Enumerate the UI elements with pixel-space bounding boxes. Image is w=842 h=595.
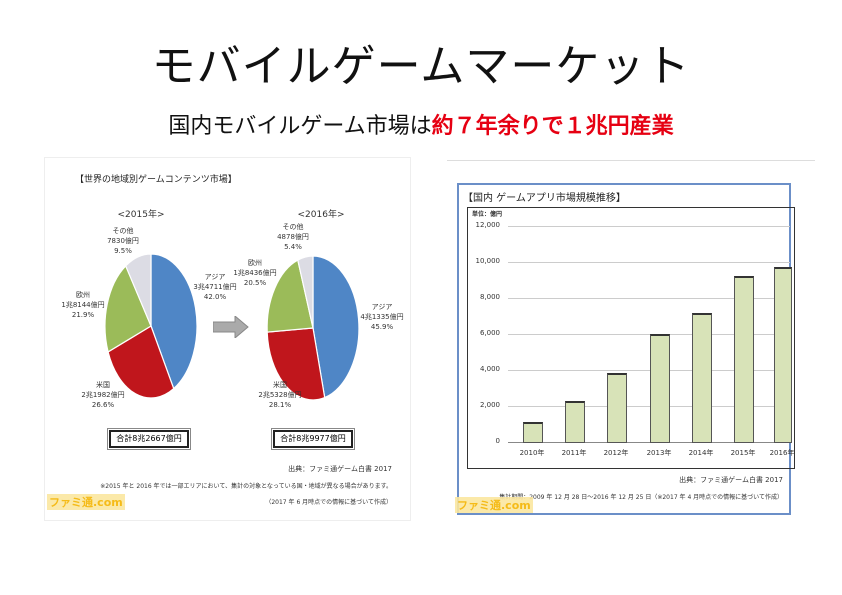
pie-2015-asia-label: アジア 3兆4711億円 42.0% <box>193 273 237 301</box>
y-tick-6000: 6,000 <box>479 329 500 337</box>
pie-2016-europe-label: 欧州 1兆8436億円 20.5% <box>233 259 277 287</box>
bar-2015 <box>734 276 754 443</box>
bar-2010 <box>523 422 543 443</box>
pie-2016-slice-asia <box>312 255 360 399</box>
pie-2016-asia-label: アジア 4兆1335億円 45.9% <box>360 303 404 331</box>
bar-chart-unit: 単位：億円 <box>472 211 503 218</box>
x-tick-2012: 2012年 <box>603 449 629 457</box>
bar-chart-plot: 単位：億円 12,000 10,000 8,000 6,000 4,000 2,… <box>467 207 795 469</box>
pie-2015-slice-usa <box>107 325 175 399</box>
pie-2016-usa-label: 米国 2兆5328億円 28.1% <box>258 381 302 409</box>
pie-2015-label: <2015年> <box>117 210 165 220</box>
x-tick-2014: 2014年 <box>688 449 714 457</box>
pie-2016-label: <2016年> <box>297 210 345 220</box>
y-tick-10000: 10,000 <box>475 257 501 265</box>
bar-2016 <box>774 267 792 443</box>
bar-chart-frame: 【国内 ゲームアプリ市場規模推移】 単位：億円 12,000 10,000 8,… <box>455 183 795 515</box>
domestic-app-market-figure: 【国内 ゲームアプリ市場規模推移】 単位：億円 12,000 10,000 8,… <box>447 160 815 523</box>
y-tick-0: 0 <box>495 437 500 445</box>
slide-subtitle: 国内モバイルゲーム市場は約７年余りで１兆円産業 <box>0 108 842 140</box>
pie-2016-chart <box>266 255 360 401</box>
pie-2015-chart <box>104 253 198 399</box>
subtitle-plain: 国内モバイルゲーム市場は <box>168 114 432 139</box>
world-market-title: 【世界の地域別ゲームコンテンツ市場】 <box>75 175 237 185</box>
world-market-figure: 【世界の地域別ゲームコンテンツ市場】 <2015年> その他 7830億円 9.5%… <box>44 157 411 521</box>
famitsu-watermark: ファミ通.com <box>47 494 125 510</box>
y-tick-2000: 2,000 <box>479 401 500 409</box>
pie-2015-usa-label: 米国 2兆1982億円 26.6% <box>81 381 125 409</box>
pie-2015-slice-asia <box>150 253 198 390</box>
right-arrow-icon <box>213 316 249 338</box>
famitsu-watermark-right: ファミ通.com <box>455 497 533 513</box>
pie-2015-europe-label: 欧州 1兆8144億円 21.9% <box>61 291 105 319</box>
slide-title: モバイルゲームマーケット <box>151 41 691 92</box>
bar-2012 <box>607 373 627 443</box>
bar-chart-period: 集計期間：2009 年 12 月 28 日～2016 年 12 月 25 日（※… <box>499 494 783 501</box>
x-tick-2010: 2010年 <box>519 449 545 457</box>
pie-2015-total: 合計8兆2667億円 <box>107 428 191 450</box>
pie-2015-slice-other <box>124 253 152 327</box>
bar-2011 <box>565 401 585 443</box>
bar-chart-title: 【国内 ゲームアプリ市場規模推移】 <box>463 193 626 204</box>
x-tick-2015: 2015年 <box>730 449 756 457</box>
x-tick-2011: 2011年 <box>561 449 587 457</box>
world-market-note: ※2015 年と 2016 年では一部エリアにおいて、集計の対象となっている国・… <box>100 483 392 490</box>
bar-2014 <box>692 313 712 443</box>
world-market-source: 出典：ファミ通ゲーム白書 2017 <box>288 465 392 473</box>
x-tick-2013: 2013年 <box>646 449 672 457</box>
y-tick-4000: 4,000 <box>479 365 500 373</box>
x-tick-2016: 2016年 <box>769 449 795 457</box>
bar-chart-source: 出典：ファミ通ゲーム白書 2017 <box>679 476 783 484</box>
bar-2013 <box>650 334 670 443</box>
pie-2016-other-label: その他 4878億円 5.4% <box>277 223 309 251</box>
pie-2016-slice-usa <box>266 327 326 401</box>
world-market-note-date: （2017 年 6 月時点での情報に基づいて作成） <box>265 499 392 506</box>
y-tick-8000: 8,000 <box>479 293 500 301</box>
subtitle-highlight: 約７年余りで１兆円産業 <box>431 114 674 139</box>
pie-2015-slice-europe <box>104 264 152 353</box>
pie-2016-total: 合計8兆9977億円 <box>271 428 355 450</box>
pie-2016-slice-other <box>297 255 314 329</box>
y-tick-12000: 12,000 <box>475 221 501 229</box>
pie-2015-other-label: その他 7830億円 9.5% <box>107 227 139 255</box>
